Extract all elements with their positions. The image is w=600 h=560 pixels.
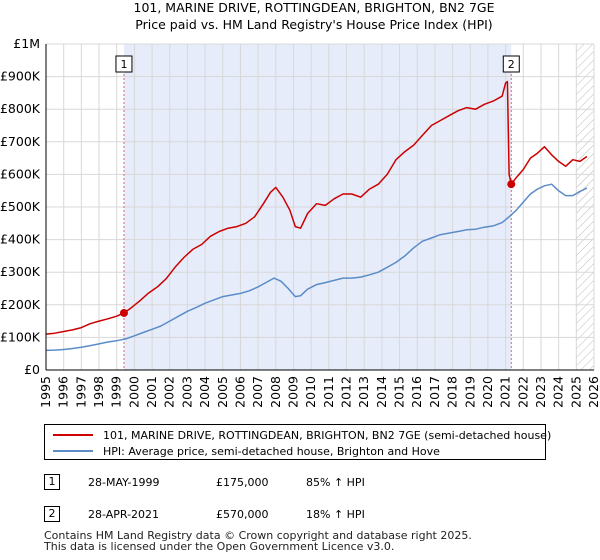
x-tick-label: 2019 — [462, 376, 477, 408]
legend-item-property: 101, MARINE DRIVE, ROTTINGDEAN, BRIGHTON… — [53, 427, 551, 443]
y-tick-label: £700K — [0, 134, 41, 149]
sale-hpi-change: 18% ↑ HPI — [306, 508, 365, 521]
x-tick-label: 2004 — [197, 376, 212, 408]
sale-marker-box — [502, 55, 520, 73]
sale-marker-badge: 2 — [44, 506, 60, 522]
y-tick-label: £600K — [0, 166, 41, 181]
y-tick-label: £300K — [0, 264, 41, 279]
x-tick-label: 2026 — [586, 376, 600, 408]
x-tick-label: 2024 — [551, 376, 566, 408]
x-tick-label: 2005 — [215, 376, 230, 408]
footer-licence: This data is licensed under the Open Gov… — [44, 540, 395, 553]
x-tick-label: 2011 — [321, 376, 336, 408]
y-tick-label: £500K — [0, 199, 41, 214]
x-tick-label: 2025 — [568, 376, 583, 408]
x-tick-label: 2006 — [232, 376, 247, 408]
sale-hpi-change: 85% ↑ HPI — [306, 476, 365, 489]
legend-label-hpi: HPI: Average price, semi-detached house,… — [103, 444, 440, 458]
sale-row: 2 28-APR-2021 £570,000 18% ↑ HPI — [44, 506, 564, 526]
x-tick-label: 2023 — [533, 376, 548, 408]
legend: 101, MARINE DRIVE, ROTTINGDEAN, BRIGHTON… — [44, 424, 551, 460]
chart-title-line2: Price paid vs. HM Land Registry's House … — [135, 17, 492, 32]
y-tick-label: £400K — [0, 232, 41, 247]
legend-swatch-property — [53, 434, 93, 436]
footer-copyright: Contains HM Land Registry data © Crown c… — [44, 529, 472, 542]
sale-date: 28-APR-2021 — [88, 508, 160, 521]
x-tick-label: 2012 — [339, 376, 354, 408]
y-tick-label: £800K — [0, 101, 41, 116]
x-tick-label: 2003 — [179, 376, 194, 408]
sale-row: 1 28-MAY-1999 £175,000 85% ↑ HPI — [44, 474, 564, 494]
x-tick-label: 2010 — [303, 376, 318, 408]
x-tick-label: 2001 — [144, 376, 159, 408]
price-chart: 101, MARINE DRIVE, ROTTINGDEAN, BRIGHTON… — [0, 0, 600, 408]
y-tick-label: £0 — [24, 362, 40, 377]
x-tick-label: 2022 — [515, 376, 530, 408]
footer: Contains HM Land Registry data © Crown c… — [44, 530, 472, 552]
sale-marker-label: 1 — [120, 58, 127, 71]
x-tick-label: 1995 — [38, 376, 53, 408]
x-tick-label: 2018 — [445, 376, 460, 408]
legend-item-hpi: HPI: Average price, semi-detached house,… — [53, 443, 440, 459]
sale-date: 28-MAY-1999 — [88, 476, 160, 489]
y-tick-label: £900K — [0, 69, 41, 84]
y-tick-label: £100K — [0, 329, 41, 344]
x-tick-label: 2007 — [250, 376, 265, 408]
x-tick-label: 2002 — [162, 376, 177, 408]
x-tick-label: 2000 — [126, 376, 141, 408]
x-tick-label: 2013 — [356, 376, 371, 408]
sale-marker-label: 2 — [508, 58, 515, 71]
x-tick-label: 2008 — [268, 376, 283, 408]
sale-price: £175,000 — [216, 476, 269, 489]
y-tick-label: £1M — [13, 36, 40, 51]
chart-title-line1: 101, MARINE DRIVE, ROTTINGDEAN, BRIGHTON… — [134, 0, 495, 15]
x-tick-label: 2009 — [285, 376, 300, 408]
y-tick-label: £200K — [0, 297, 41, 312]
x-tick-label: 1998 — [91, 376, 106, 408]
x-tick-label: 1996 — [56, 376, 71, 408]
x-tick-label: 1999 — [109, 376, 124, 408]
sale-marker-box — [115, 55, 133, 73]
hpi-line — [45, 183, 588, 352]
sale-marker-badge: 1 — [44, 474, 60, 490]
x-tick-label: 2017 — [427, 376, 442, 408]
sale-point — [119, 308, 128, 317]
sale-point — [507, 180, 516, 189]
x-tick-label: 1997 — [73, 376, 88, 408]
legend-swatch-hpi — [53, 450, 93, 452]
x-tick-label: 2016 — [409, 376, 424, 408]
legend-label-property: 101, MARINE DRIVE, ROTTINGDEAN, BRIGHTON… — [103, 428, 552, 442]
x-tick-label: 2020 — [480, 376, 495, 408]
x-tick-label: 2014 — [374, 376, 389, 408]
x-tick-label: 2015 — [392, 376, 407, 408]
x-tick-label: 2021 — [498, 376, 513, 408]
sale-price: £570,000 — [216, 508, 269, 521]
property-price-line — [45, 80, 588, 335]
